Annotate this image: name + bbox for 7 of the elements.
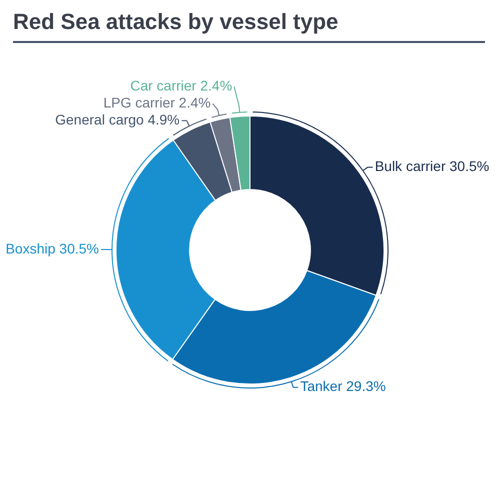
slice-label: Boxship 30.5% — [6, 240, 99, 256]
slice-label: General cargo 4.9% — [55, 112, 180, 128]
slice-label: LPG carrier 2.4% — [103, 94, 211, 111]
slice-label: Tanker 29.3% — [300, 378, 386, 394]
slice-label: Bulk carrier 30.5% — [374, 158, 490, 174]
chart-title: Red Sea attacks by vessel type — [13, 9, 338, 35]
slice-label: Car carrier 2.4% — [130, 78, 232, 94]
